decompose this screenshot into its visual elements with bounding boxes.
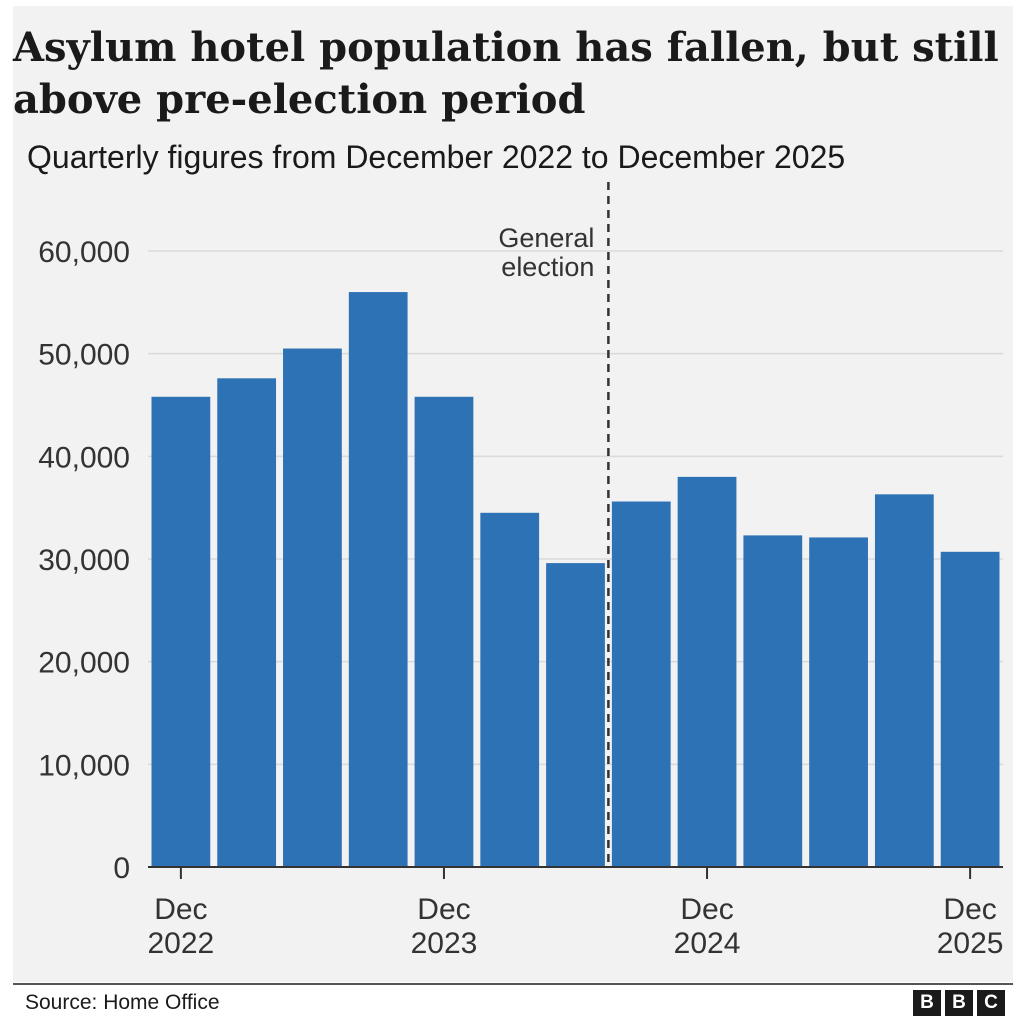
bar <box>546 563 605 867</box>
axes: 0 10,000 20,000 30,000 40,000 50,000 60,000 Dec… <box>38 236 1003 960</box>
y-tick-label: 30,000 <box>38 544 130 577</box>
election-annotation-label: General election <box>498 223 594 282</box>
bbc-logo: B B C <box>913 990 1005 1016</box>
election-annotation: General election <box>498 182 610 867</box>
bar <box>677 476 737 867</box>
chart-title: Asylum hotel population has fallen, but … <box>13 24 999 123</box>
source-note: Source: Home Office <box>25 991 220 1014</box>
bar <box>874 494 934 867</box>
y-tick-label: 60,000 <box>38 236 130 269</box>
x-tick-label: Dec 2022 <box>148 893 215 960</box>
footer-divider <box>13 983 1013 985</box>
y-tick-label: 20,000 <box>38 647 130 680</box>
chart-subtitle: Quarterly figures from December 2022 to … <box>27 139 846 175</box>
bar <box>940 551 1000 867</box>
bar <box>743 535 803 867</box>
bar <box>283 348 342 867</box>
y-tick-label: 10,000 <box>38 749 130 782</box>
bar <box>611 501 671 867</box>
bar <box>480 512 540 867</box>
y-tick-label: 50,000 <box>38 339 130 372</box>
bar-chart: General election 0 10,000 20,000 30,000 40,00… <box>38 182 1003 960</box>
bar <box>151 396 211 867</box>
bbc-logo-letter-2: B <box>945 990 973 1016</box>
bar <box>809 537 868 867</box>
bar <box>217 378 277 867</box>
x-tick-label: Dec 2025 <box>937 893 1004 960</box>
x-tick-label: Dec 2024 <box>674 893 741 960</box>
x-tick-label: Dec 2023 <box>411 893 478 960</box>
y-tick-label: 0 <box>113 852 130 885</box>
bars <box>151 292 1000 868</box>
bbc-logo-letter-1: B <box>913 990 941 1016</box>
bar <box>414 396 474 867</box>
y-tick-label: 40,000 <box>38 441 130 474</box>
bar <box>348 292 408 868</box>
bbc-logo-letter-3: C <box>977 990 1005 1016</box>
